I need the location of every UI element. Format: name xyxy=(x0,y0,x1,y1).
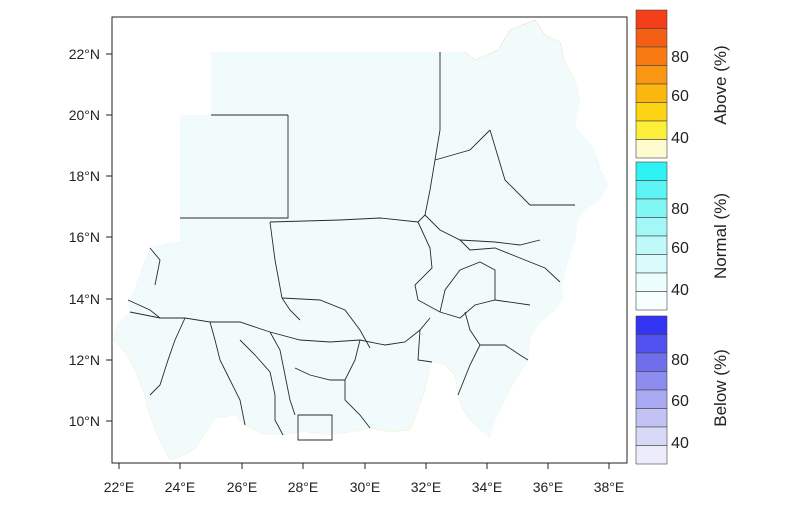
x-tick-3: 28°E xyxy=(288,463,319,495)
legend-above-swatch xyxy=(635,46,668,66)
legend-below-label-80: 80 xyxy=(671,352,689,369)
legend-color-bars xyxy=(635,9,668,465)
legend-above-swatch xyxy=(635,9,668,29)
legend-below-swatch xyxy=(635,426,668,446)
legend-below-swatch xyxy=(635,352,668,372)
legend-above-swatch xyxy=(635,83,668,103)
legend-normal-swatch xyxy=(635,180,668,200)
legend-below: 80 60 40 Below (%) xyxy=(671,349,730,452)
x-axis: 22°E 24°E 26°E 28°E 30°E 32°E 34°E 36°E … xyxy=(104,463,625,495)
legend-normal-label-60: 60 xyxy=(671,240,689,257)
legend-below-title: Below (%) xyxy=(711,349,730,426)
x-tick-8: 38°E xyxy=(594,463,625,495)
legend-above-swatch xyxy=(635,120,668,140)
x-tick-label: 32°E xyxy=(411,479,442,495)
legend-below-swatch xyxy=(635,445,668,465)
legend-normal-swatch xyxy=(635,291,668,311)
x-tick-0: 22°E xyxy=(104,463,135,495)
x-tick-6: 34°E xyxy=(472,463,503,495)
legend-above-title: Above (%) xyxy=(711,45,730,124)
legend-below-swatch xyxy=(635,315,668,335)
x-tick-5: 32°E xyxy=(411,463,442,495)
legend-normal-label-80: 80 xyxy=(671,201,689,218)
y-tick-label: 18°N xyxy=(69,168,100,184)
legend-above-swatch xyxy=(635,102,668,122)
x-tick-7: 36°E xyxy=(533,463,564,495)
x-tick-label: 34°E xyxy=(472,479,503,495)
x-tick-2: 26°E xyxy=(227,463,258,495)
legend-normal-label-40: 40 xyxy=(671,282,689,299)
legend-above-swatch xyxy=(635,28,668,48)
y-tick-label: 14°N xyxy=(69,291,100,307)
y-tick-5: 12°N xyxy=(69,352,112,368)
x-tick-label: 26°E xyxy=(227,479,258,495)
x-tick-label: 38°E xyxy=(594,479,625,495)
y-axis: 22°N 20°N 18°N 16°N 14°N 12°N 10°N xyxy=(69,46,112,429)
state-boundaries xyxy=(127,52,575,441)
y-tick-6: 10°N xyxy=(69,413,112,429)
legend-below-label-60: 60 xyxy=(671,393,689,410)
legend-normal-swatch xyxy=(635,198,668,218)
y-tick-label: 20°N xyxy=(69,107,100,123)
legend-below-swatch xyxy=(635,371,668,391)
y-tick-label: 22°N xyxy=(69,46,100,62)
x-tick-label: 24°E xyxy=(165,479,196,495)
legend-above-label-60: 60 xyxy=(671,88,689,105)
legend-above-swatch xyxy=(635,139,668,159)
legend-normal-swatch xyxy=(635,272,668,292)
x-tick-label: 36°E xyxy=(533,479,564,495)
legend-above-label-80: 80 xyxy=(671,49,689,66)
legend-below-swatch xyxy=(635,334,668,354)
legend-normal-swatch xyxy=(635,161,668,181)
legend-below-swatch xyxy=(635,408,668,428)
x-tick-label: 30°E xyxy=(350,479,381,495)
y-tick-2: 18°N xyxy=(69,168,112,184)
legend-below-swatch xyxy=(635,389,668,409)
legend-below-label-40: 40 xyxy=(671,435,689,452)
x-tick-4: 30°E xyxy=(350,463,381,495)
legend-above-label-40: 40 xyxy=(671,130,689,147)
y-tick-label: 16°N xyxy=(69,229,100,245)
x-tick-label: 22°E xyxy=(104,479,135,495)
legend-normal-swatch xyxy=(635,254,668,274)
legend-normal: 80 60 40 Normal (%) xyxy=(671,193,730,299)
y-tick-0: 22°N xyxy=(69,46,112,62)
x-tick-1: 24°E xyxy=(165,463,196,495)
legend-normal-swatch xyxy=(635,235,668,255)
x-tick-label: 28°E xyxy=(288,479,319,495)
legend-above: 80 60 40 Above (%) xyxy=(671,45,730,147)
y-tick-label: 10°N xyxy=(69,413,100,429)
y-tick-4: 14°N xyxy=(69,291,112,307)
y-tick-3: 16°N xyxy=(69,229,112,245)
y-tick-label: 12°N xyxy=(69,352,100,368)
legend-above-swatch xyxy=(635,65,668,85)
legend-normal-title: Normal (%) xyxy=(711,193,730,279)
legend-normal-swatch xyxy=(635,217,668,237)
y-tick-1: 20°N xyxy=(69,107,112,123)
